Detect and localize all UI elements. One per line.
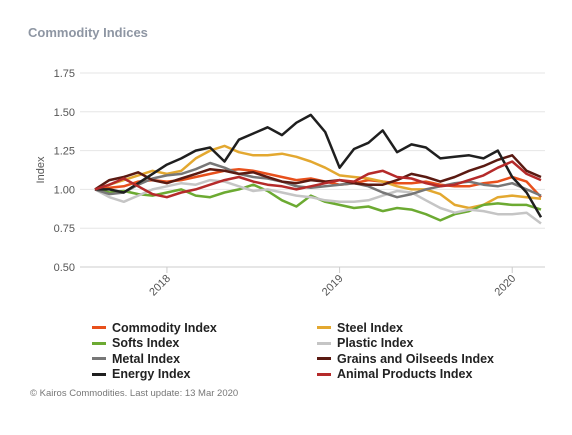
legend-swatch (317, 326, 331, 330)
legend-swatch (317, 341, 331, 345)
y-tick-label: 0.50 (54, 262, 75, 274)
legend-label: Plastic Index (337, 336, 414, 351)
legend-swatch (92, 326, 106, 330)
grid-lines (80, 72, 545, 268)
legend-label: Commodity Index (112, 320, 217, 335)
legend-swatch (317, 357, 331, 361)
legend-item[interactable]: Grains and Oilseeds Index (317, 351, 532, 367)
legend-label: Softs Index (112, 336, 180, 351)
legend-item[interactable]: Metal Index (92, 351, 317, 367)
y-tick-label: 0.75 (54, 223, 75, 235)
legend-swatch (92, 341, 106, 345)
series-lines (94, 113, 543, 225)
chart-plot: 0.50 0.75 1.00 1.25 1.50 1.75 2018 2019 2020 In… (35, 68, 545, 298)
legend-label: Metal Index (112, 351, 181, 366)
legend-swatch (92, 357, 106, 361)
series-line-grains-and-oilseeds-index[interactable] (94, 154, 542, 191)
x-tick-label: 2019 (320, 273, 346, 299)
series-line-steel-index[interactable] (94, 144, 542, 210)
legend-label: Animal Products Index (337, 367, 473, 382)
footer-credit: © Kairos Commodities. Last update: 13 Ma… (30, 388, 239, 399)
legend-item[interactable]: Plastic Index (317, 336, 532, 352)
x-tick-label: 2018 (147, 273, 173, 299)
legend-item[interactable]: Commodity Index (92, 320, 317, 336)
y-axis-ticks: 0.50 0.75 1.00 1.25 1.50 1.75 (54, 68, 75, 274)
series-line-energy-index[interactable] (95, 113, 543, 218)
series-line-animal-products-index[interactable] (94, 160, 542, 199)
legend-item[interactable]: Animal Products Index (317, 367, 532, 383)
series-line-softs-index[interactable] (94, 183, 542, 222)
chart-title: Commodity Indices (28, 25, 148, 40)
chart-legend: Commodity Index Steel Index Softs Index Pla… (92, 320, 532, 382)
legend-label: Grains and Oilseeds Index (337, 351, 495, 366)
legend-item[interactable]: Steel Index (317, 320, 532, 336)
series-line-plastic-index[interactable] (94, 178, 542, 225)
y-tick-label: 1.00 (54, 184, 75, 196)
legend-item[interactable]: Softs Index (92, 336, 317, 352)
y-axis-label: Index (35, 156, 47, 183)
x-tick-label: 2020 (493, 273, 519, 299)
legend-item[interactable]: Energy Index (92, 367, 317, 383)
legend-label: Steel Index (337, 320, 403, 335)
legend-label: Energy Index (112, 367, 191, 382)
y-tick-label: 1.50 (54, 107, 75, 119)
legend-swatch (92, 372, 106, 376)
y-tick-label: 1.75 (54, 68, 75, 80)
y-tick-label: 1.25 (54, 146, 75, 158)
x-axis-ticks: 2018 2019 2020 (147, 267, 518, 298)
legend-swatch (317, 372, 331, 376)
